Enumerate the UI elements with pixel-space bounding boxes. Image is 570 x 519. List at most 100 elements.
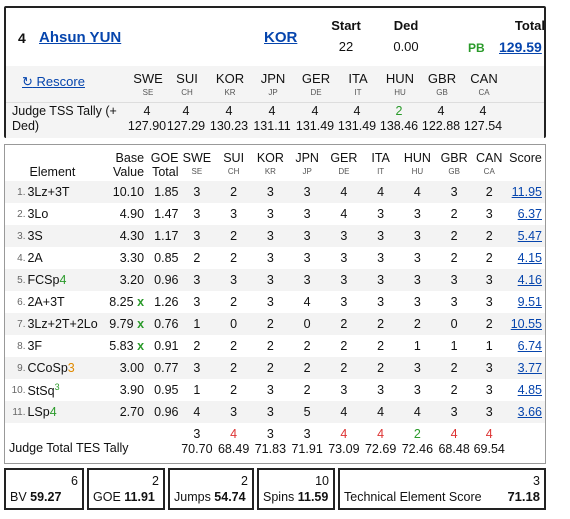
col-judge-header: CAN CA [476, 151, 503, 176]
judge-mark: 2 [193, 251, 201, 265]
element-score-link[interactable]: 11.95 [511, 185, 542, 199]
judge-mark: 2 [340, 317, 348, 331]
judge-mark: 2 [340, 339, 348, 353]
judge-mark: 2 [485, 251, 493, 265]
element-score-link[interactable]: 9.51 [517, 295, 542, 309]
element-score-link[interactable]: 6.37 [517, 207, 542, 221]
judge-mark: 3 [485, 383, 493, 397]
element-score-link[interactable]: 10.55 [510, 317, 542, 331]
judge-mark: 3 [193, 207, 201, 221]
judge-mark: 3 [413, 229, 421, 243]
element-score-link[interactable]: 4.15 [517, 251, 542, 265]
element-name: 3F [27, 339, 43, 353]
element-number: 5. [17, 274, 26, 286]
element-score-link[interactable]: 6.74 [517, 339, 542, 353]
judge-mark: 3 [266, 251, 274, 265]
total-score-link[interactable]: 129.59 [499, 39, 542, 55]
element-row: 4. 2A 3.30 0.85 2 2 3 3 3 3 3 2 2 4.15 [5, 247, 545, 269]
tss-rank: 4 [311, 104, 319, 118]
base-value: 9.79 x [109, 317, 145, 331]
skater-name-link[interactable]: Ahsun YUN [39, 29, 122, 46]
judge-code: SUI [176, 71, 198, 86]
element-name: FCSp4 [27, 273, 67, 287]
element-number: 6. [17, 296, 26, 308]
element-row: 11. LSp4 2.70 0.96 4 3 3 5 4 4 4 3 3 3.66 [5, 401, 545, 423]
judge-code: KOR [215, 71, 245, 86]
tss-tally-cell: 4 130.23 [209, 104, 249, 134]
tes-tally-cell: 3 71.83 [254, 427, 287, 456]
judge-code: CAN [470, 71, 498, 86]
pb-badge: PB [468, 41, 485, 55]
judge-mark: 3 [413, 383, 421, 397]
judge-mark: 3 [303, 251, 311, 265]
element-row: 10. StSq3 3.90 0.95 1 2 3 2 3 3 3 2 3 4.85 [5, 379, 545, 401]
element-name: LSp4 [27, 405, 57, 419]
summary-value: 54.74 [214, 490, 246, 504]
judge-mark: 3 [377, 273, 385, 287]
base-value: 2.70 [119, 405, 145, 419]
judge-mark: 3 [266, 207, 274, 221]
judge-subcode: GB [436, 88, 448, 97]
col-element-header: Element [29, 165, 76, 179]
tss-tally-cell: 4 122.88 [421, 104, 461, 134]
element-score-link[interactable]: 3.66 [517, 405, 542, 419]
judge-mark: 2 [377, 339, 385, 353]
judge-mark: 4 [413, 185, 421, 199]
judge-mark: 3 [193, 361, 201, 375]
judge-mark: 3 [377, 229, 385, 243]
goe-total: 0.96 [154, 405, 179, 419]
judge-header-kor: KOR KR [212, 71, 248, 97]
judge-mark: 2 [450, 229, 458, 243]
element-score-link[interactable]: 4.16 [517, 273, 542, 287]
element-number: 11. [12, 406, 26, 418]
tes-tally-cell: 4 68.49 [217, 427, 250, 456]
judge-subcode: DE [310, 88, 322, 97]
judge-mark: 3 [377, 295, 385, 309]
col-judge-header: KOR KR [256, 151, 284, 176]
tss-tally-cell: 2 138.46 [379, 104, 419, 134]
judge-code: SWE [133, 71, 163, 86]
element-name: 3Lz+3T [27, 185, 70, 199]
judge-mark: 3 [485, 361, 493, 375]
tss-rank: 4 [437, 104, 445, 118]
col-judge-header: ITA IT [371, 151, 390, 176]
judge-mark: 4 [413, 405, 421, 419]
base-value: 3.30 [119, 251, 145, 265]
rescore-link[interactable]: ↻ Rescore [22, 74, 85, 90]
judge-mark: 4 [377, 405, 385, 419]
judge-mark: 3 [450, 185, 458, 199]
col-judge-header: GBR GB [440, 151, 468, 176]
judge-code: HUN [385, 71, 415, 86]
judge-subcode: CH [181, 88, 193, 97]
elements-panel: Element Base Value GOE Total SWE SE SUI CH KOR KR J… [4, 144, 546, 464]
element-row: 3. 3S 4.30 1.17 3 2 3 3 3 3 3 2 2 5.47 [5, 225, 545, 247]
judge-mark: 3 [413, 295, 421, 309]
nation-link[interactable]: KOR [264, 29, 298, 46]
judge-header-sui: SUI CH [169, 71, 205, 97]
judge-mark: 3 [450, 295, 458, 309]
judge-mark: 2 [485, 185, 493, 199]
element-row: 1. 3Lz+3T 10.10 1.85 3 2 3 3 4 4 4 3 2 11.95 [5, 181, 545, 203]
judge-mark: 2 [450, 361, 458, 375]
judge-code: GER [301, 71, 331, 86]
judge-mark: 3 [485, 405, 493, 419]
judge-mark: 3 [377, 251, 385, 265]
summary-label: GOE 11.91 [93, 490, 155, 504]
base-value: 3.90 [119, 383, 145, 397]
judge-header-ger: GER DE [298, 71, 334, 97]
judge-code: JPN [260, 71, 286, 86]
judge-mark: 2 [340, 361, 348, 375]
judge-mark: 3 [266, 273, 274, 287]
tss-value: 131.49 [295, 119, 335, 133]
judge-mark: 2 [450, 383, 458, 397]
judge-code: GBR [427, 71, 457, 86]
element-score-link[interactable]: 4.85 [517, 383, 542, 397]
header-blank [5, 145, 27, 181]
element-score-link[interactable]: 3.77 [517, 361, 542, 375]
summary-value: 11.91 [124, 490, 155, 504]
judge-mark: 3 [303, 229, 311, 243]
tes-tally-cell: 3 71.91 [291, 427, 323, 456]
element-row: 5. FCSp4 3.20 0.96 3 3 3 3 3 3 3 3 3 4.16 [5, 269, 545, 291]
element-score-link[interactable]: 5.47 [517, 229, 542, 243]
judge-mark: 3 [230, 207, 238, 221]
